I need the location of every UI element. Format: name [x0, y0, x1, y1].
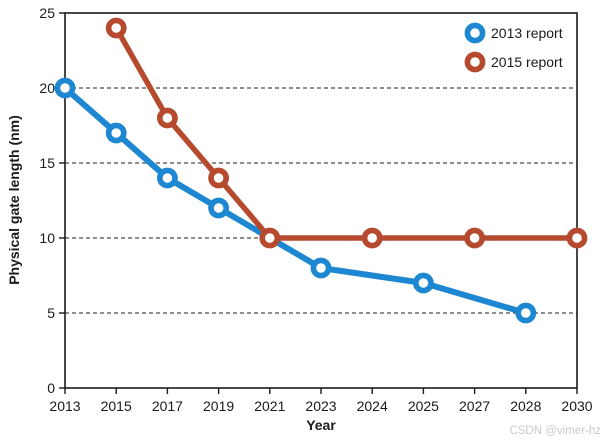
legend-item-2013-report: 2013 report [464, 22, 563, 44]
data-point-marker [105, 17, 127, 39]
legend-item-2015-report: 2015 report [464, 51, 563, 73]
data-point-marker [361, 227, 383, 249]
x-axis: 2013 2015 2017 2019 2021 2023 2024 2025 2027 2028… [49, 388, 593, 414]
x-tick-label-2025: 2025 [408, 398, 439, 414]
x-tick-label-2019: 2019 [203, 398, 234, 414]
data-point-marker [412, 272, 434, 294]
y-tick-label-20: 20 [39, 80, 55, 96]
y-tick-label-5: 5 [47, 305, 55, 321]
legend-label-2013-report: 2013 report [491, 25, 563, 41]
data-point-marker [515, 302, 537, 324]
y-tick-label-10: 10 [39, 230, 55, 246]
x-tick-label-2027: 2027 [459, 398, 490, 414]
data-point-marker [566, 227, 588, 249]
legend-label-2015-report: 2015 report [491, 54, 563, 70]
x-tick-label-2023: 2023 [305, 398, 336, 414]
watermark: CSDN @vimer-hz [509, 425, 601, 437]
x-tick-label-2017: 2017 [152, 398, 183, 414]
y-axis-title: Physical gate length (nm) [6, 115, 22, 285]
data-point-marker [156, 107, 178, 129]
data-point-marker [156, 167, 178, 189]
y-tick-label-0: 0 [47, 380, 55, 396]
series-2015-report [105, 17, 588, 249]
series-2013-report [54, 77, 537, 324]
y-tick-label-25: 25 [39, 5, 55, 21]
x-tick-label-2028: 2028 [510, 398, 541, 414]
data-point-marker [208, 167, 229, 189]
legend-marker-2015-report [464, 51, 486, 73]
data-point-marker [208, 197, 229, 219]
gridlines [65, 87, 577, 314]
x-tick-label-2030: 2030 [561, 398, 592, 414]
x-tick-label-2021: 2021 [254, 398, 285, 414]
x-tick-label-2024: 2024 [357, 398, 388, 414]
data-point-marker [310, 257, 332, 279]
x-tick-label-2013: 2013 [49, 398, 80, 414]
data-series [54, 17, 588, 324]
y-axis: 0 5 10 15 20 25 [39, 5, 65, 396]
legend-marker-2013-report [464, 22, 486, 44]
y-tick-label-15: 15 [39, 155, 55, 171]
legend: 2013 report 2015 report [464, 22, 563, 73]
series-line [63, 85, 527, 316]
x-tick-label-2015: 2015 [101, 398, 132, 414]
x-axis-title: Year [306, 417, 336, 433]
data-point-marker [464, 227, 485, 249]
data-point-marker [54, 77, 76, 99]
data-point-marker [259, 227, 281, 249]
data-point-marker [105, 122, 127, 144]
